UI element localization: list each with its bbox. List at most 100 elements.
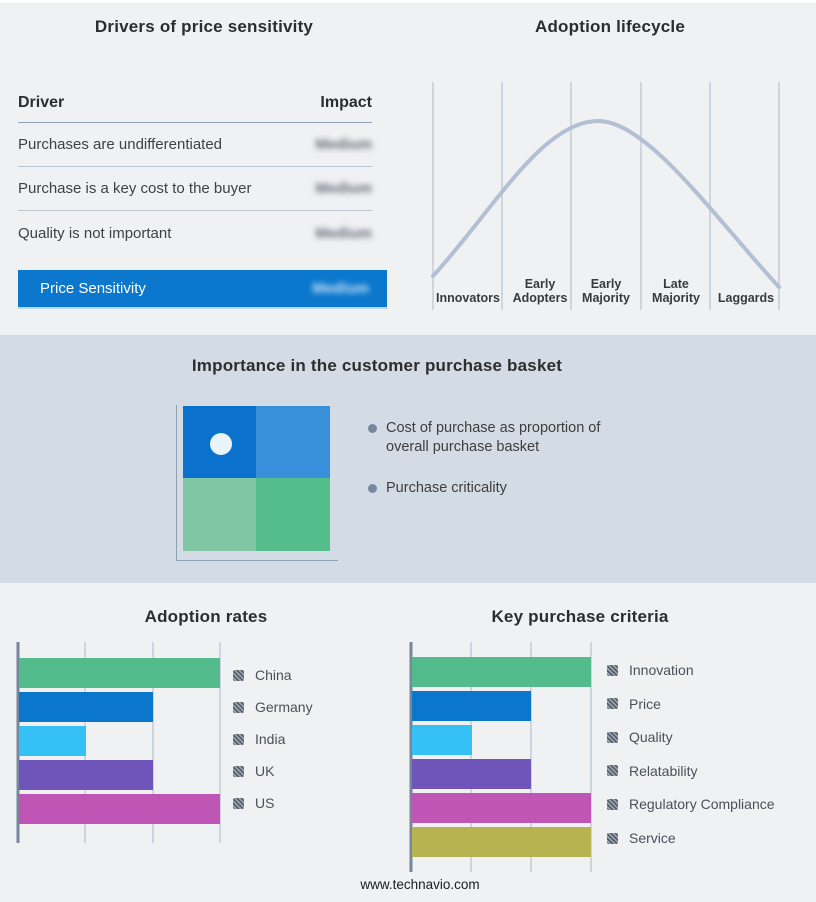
legend-item-innovation: Innovation	[607, 662, 694, 678]
key-purchase-criteria-chart: Innovation Price Quality Relatability Regula…	[408, 642, 816, 874]
legend-item-relatability: Relatability	[607, 763, 697, 779]
legend-hatch-swatch	[607, 765, 618, 777]
quadrant-bottom-right	[256, 478, 330, 551]
impact-value-blurred: Medium	[312, 280, 369, 297]
bullet-icon	[368, 424, 377, 433]
bar-plot-area	[16, 642, 221, 843]
column-impact: Impact	[320, 94, 372, 111]
position-marker-dot	[210, 433, 232, 455]
bar-innovation	[412, 657, 591, 687]
legend-hatch-swatch	[607, 698, 618, 710]
key-purchase-criteria-title: Key purchase criteria	[491, 607, 669, 626]
legend-hatch-swatch	[607, 798, 618, 810]
adoption-lifecycle-chart: Innovators Early Adopters Early Majority…	[420, 82, 792, 310]
table-row: Purchases are undifferentiated Medium	[18, 123, 372, 167]
list-item: Purchase criticality	[368, 479, 628, 498]
quadrant-bottom-left	[183, 478, 256, 551]
adoption-curve	[431, 118, 781, 289]
price-sensitivity-label: Price Sensitivity	[40, 280, 146, 297]
driver-label: Quality is not important	[18, 224, 172, 242]
driver-label: Purchase is a key cost to the buyer	[18, 180, 252, 197]
bullet-text: Cost of purchase as proportion of overal…	[386, 420, 601, 455]
legend-label: UK	[255, 763, 275, 779]
purchase-basket-band: Importance in the customer purchase bask…	[0, 335, 816, 583]
website-url: www.technavio.com	[360, 877, 480, 892]
bar-relatability	[412, 759, 532, 789]
driver-label: Purchases are undifferentiated	[18, 136, 223, 153]
purchase-basket-quadrant	[183, 406, 330, 551]
bar-plot-area	[409, 642, 592, 872]
gridline	[152, 642, 154, 843]
drivers-table-header: Driver Impact	[18, 94, 372, 123]
gridline	[530, 642, 532, 872]
bar-price	[412, 691, 532, 721]
quadrant-top-left	[183, 406, 256, 478]
stage-label-late-majority: Late Majority	[652, 277, 700, 305]
lifecycle-title: Adoption lifecycle	[534, 17, 686, 36]
bar-us	[19, 794, 220, 824]
drivers-title: Drivers of price sensitivity	[94, 17, 314, 36]
gridline	[219, 642, 221, 843]
top-strip	[0, 0, 816, 3]
bar-germany	[19, 692, 153, 722]
quadrant-top-right	[256, 406, 330, 478]
legend-hatch-swatch	[233, 765, 244, 777]
legend-label: Price	[629, 695, 661, 712]
legend-item-india: India	[233, 731, 285, 747]
table-row: Quality is not important Medium	[18, 211, 372, 255]
legend-label: Innovation	[629, 662, 694, 678]
legend-item-quality: Quality	[607, 729, 673, 745]
bullet-icon	[368, 484, 377, 493]
stage-label-laggards: Laggards	[717, 291, 775, 305]
legend-label: India	[255, 731, 286, 747]
legend-item-price: Price	[607, 696, 661, 712]
legend-item-us: US	[233, 795, 274, 811]
legend-hatch-swatch	[233, 669, 244, 681]
legend-item-service: Service	[607, 830, 676, 846]
legend-label: Regulatory Compliance	[629, 796, 775, 813]
legend-label: China	[255, 667, 292, 683]
quadrant-y-axis	[176, 405, 177, 560]
bar-india	[19, 726, 86, 756]
stage-label-early-adopters: Early Adopters	[512, 277, 568, 305]
legend-hatch-swatch	[607, 832, 618, 844]
legend-label: Germany	[255, 699, 313, 715]
value-axis	[409, 642, 413, 872]
legend-label: US	[255, 795, 275, 811]
value-axis	[16, 642, 20, 843]
basket-title: Importance in the customer purchase bask…	[191, 356, 563, 375]
bar-uk	[19, 760, 153, 790]
lifecycle-svg	[431, 82, 781, 310]
column-driver: Driver	[18, 94, 65, 111]
adoption-rates-title: Adoption rates	[144, 607, 268, 626]
impact-value-blurred: Medium	[315, 180, 372, 197]
bar-china	[19, 658, 220, 688]
table-row: Purchase is a key cost to the buyer Medi…	[18, 167, 372, 211]
bar-regulatory-compliance	[412, 793, 591, 823]
bar-service	[412, 827, 591, 857]
quadrant-x-axis	[176, 560, 338, 561]
legend-hatch-swatch	[607, 664, 618, 676]
legend-label: Service	[629, 830, 676, 846]
bar-quality	[412, 725, 472, 755]
legend-item-china: China	[233, 667, 292, 683]
legend-hatch-swatch	[233, 797, 244, 809]
legend-item-uk: UK	[233, 763, 274, 779]
legend-item-regulatory-compliance: Regulatory Compliance	[607, 796, 775, 812]
legend-label: Quality	[629, 729, 673, 746]
gridline	[590, 642, 592, 872]
legend-item-germany: Germany	[233, 699, 313, 715]
stage-label-innovators: Innovators	[436, 291, 500, 305]
list-item: Cost of purchase as proportion of overal…	[368, 419, 628, 457]
legend-hatch-swatch	[233, 701, 244, 713]
stage-gridlines	[432, 82, 780, 310]
impact-value-blurred: Medium	[315, 136, 372, 153]
legend-hatch-swatch	[233, 733, 244, 745]
price-sensitivity-bar: Price Sensitivity Medium	[18, 270, 387, 307]
adoption-rates-chart: China Germany India UK US	[0, 642, 408, 854]
impact-value-blurred: Medium	[315, 224, 372, 242]
stage-label-early-majority: Early Majority	[582, 277, 630, 305]
bullet-text: Purchase criticality	[386, 480, 507, 496]
legend-hatch-swatch	[607, 731, 618, 743]
